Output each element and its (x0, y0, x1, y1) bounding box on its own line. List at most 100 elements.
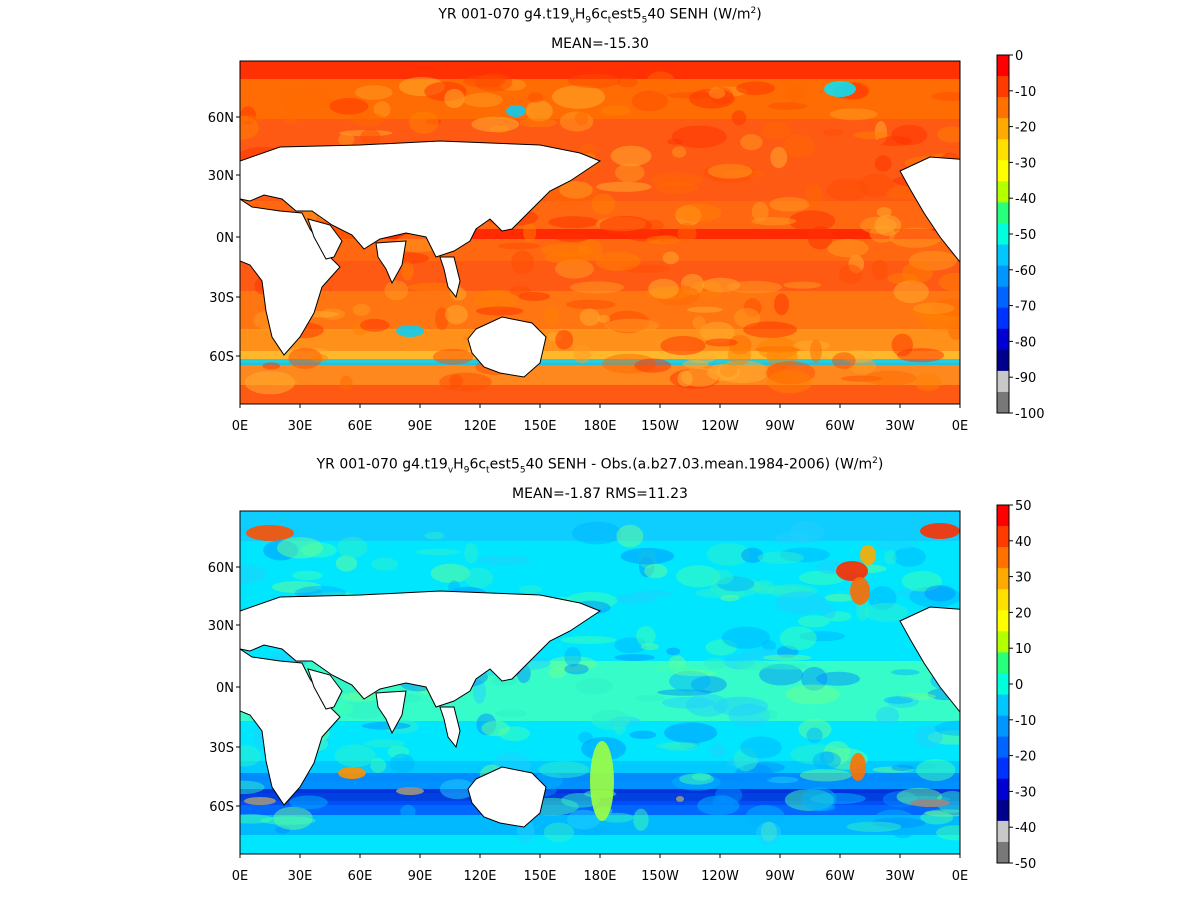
field-blotch (676, 565, 721, 588)
x-tick-label: 90E (408, 869, 433, 884)
field-blotch (655, 742, 696, 749)
field-blotch (846, 821, 902, 833)
land-west-africa (1162, 673, 1200, 725)
field-blotch (893, 547, 926, 567)
field-band (240, 359, 960, 365)
field-blotch (654, 181, 699, 194)
field-blotch (363, 739, 406, 748)
field-blotch (671, 146, 687, 158)
field-blotch (661, 696, 715, 709)
colorbar: 50 40 30 20 10 0 -10 -20 -30 -40 -50 (996, 499, 1036, 872)
colorbar-tick-label: 0 (1015, 49, 1023, 64)
colorbar-tick-label: -70 (1015, 300, 1036, 315)
field-blotch (240, 745, 261, 767)
field-blotch (471, 116, 520, 133)
field-blotch (874, 155, 892, 172)
colorbar-swatch (997, 307, 1009, 330)
land-eurasia-east-edge (1170, 157, 1200, 195)
field-blotch (741, 547, 764, 563)
x-tick-label: 0E (232, 419, 249, 434)
field-blotch (821, 603, 837, 619)
field-blotch (575, 110, 589, 126)
x-tick-label: 30W (885, 869, 915, 884)
field-blotch (726, 280, 783, 294)
anomaly-blob (246, 525, 294, 541)
field-blotch (883, 696, 914, 704)
field-blotch (779, 626, 817, 651)
colorbar-swatch (997, 841, 1009, 864)
anomaly-blob (396, 325, 424, 337)
field-blotch (384, 280, 409, 301)
field-blotch (751, 217, 797, 226)
field-blotch (288, 347, 323, 369)
field-blotch (481, 720, 510, 737)
field-blotch (494, 709, 528, 718)
field-blotch (871, 259, 888, 281)
field-blotch (591, 193, 616, 215)
colorbar-tick-label: -20 (1015, 750, 1036, 765)
x-tick-label: 30W (885, 419, 915, 434)
field-blotch (595, 251, 641, 271)
colorbar-tick-label: -20 (1015, 121, 1036, 136)
colorbar-swatch (997, 610, 1009, 632)
field-blotch (561, 792, 600, 808)
field-blotch (572, 521, 622, 545)
field-blotch (721, 626, 770, 649)
field-blotch (807, 226, 833, 250)
land-canadian-archipelago (1000, 133, 1070, 159)
land-eurasia (240, 590, 602, 708)
field-blotch (805, 184, 823, 207)
x-tick-label: 60W (825, 869, 855, 884)
field-blotch (477, 554, 531, 566)
colorbar-tick-label: -40 (1015, 821, 1036, 836)
field-blotch (934, 720, 960, 736)
field-blotch (712, 696, 769, 716)
field-blotch (600, 812, 634, 823)
colorbar-tick-label: 30 (1015, 571, 1032, 586)
field-blotch (682, 360, 709, 368)
field-blotch (432, 348, 474, 365)
y-tick-label: 30S (209, 741, 234, 756)
field-blotch (826, 178, 869, 202)
field-blotch (573, 344, 591, 364)
colorbar-swatch (997, 244, 1009, 267)
anomaly-blob (920, 523, 960, 539)
field-blotch (445, 304, 468, 325)
field-blotch (389, 753, 415, 774)
field-blotch (648, 278, 679, 299)
field-blotch (759, 709, 778, 720)
field-blotch (289, 795, 328, 810)
colorbar-tick-label: -10 (1015, 85, 1036, 100)
field-blotch (276, 537, 324, 559)
anomaly-blob (850, 577, 870, 605)
field-blotch (827, 239, 869, 258)
field-blotch (629, 730, 657, 739)
field-blotch (902, 261, 933, 284)
field-band (240, 291, 960, 331)
field-blotch (891, 669, 920, 676)
field-blotch (812, 751, 842, 770)
field-blotch (543, 822, 575, 843)
field-blotch (700, 321, 735, 343)
colorbar-swatch (997, 160, 1009, 182)
field-blotch (559, 180, 593, 199)
field-blotch (548, 216, 599, 229)
bottom-map-panel: YR 001-070 g4.t19vH96ctest5540 SENH - Ob… (0, 450, 1200, 900)
x-tick-label: 180E (583, 419, 616, 434)
field-blotch (634, 358, 672, 373)
field-blotch (756, 821, 782, 846)
field-blotch (349, 112, 385, 127)
field-blotch (635, 694, 666, 702)
field-blotch (809, 339, 823, 363)
field-blotch (709, 743, 727, 759)
colorbar-swatch (997, 328, 1009, 351)
field-blotch (876, 207, 892, 218)
field-blotch (656, 234, 679, 243)
land-arabia (307, 668, 343, 710)
field-blotch (509, 285, 532, 296)
field-blotch (523, 223, 537, 242)
colorbar-tick-label: 40 (1015, 535, 1032, 550)
colorbar-swatch (997, 547, 1009, 569)
field-blotch (544, 306, 560, 327)
field-blotch (579, 308, 600, 327)
